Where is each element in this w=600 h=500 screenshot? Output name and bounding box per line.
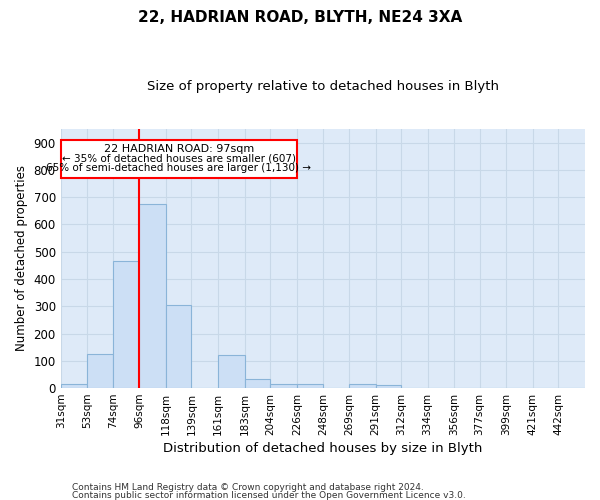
- Bar: [113, 261, 139, 388]
- Title: Size of property relative to detached houses in Blyth: Size of property relative to detached ho…: [147, 80, 499, 93]
- Text: Contains HM Land Registry data © Crown copyright and database right 2024.: Contains HM Land Registry data © Crown c…: [72, 484, 424, 492]
- Bar: [139, 204, 166, 388]
- Bar: [270, 384, 297, 388]
- Bar: [61, 140, 297, 178]
- Text: 22 HADRIAN ROAD: 97sqm: 22 HADRIAN ROAD: 97sqm: [104, 144, 254, 154]
- Bar: [245, 378, 270, 388]
- X-axis label: Distribution of detached houses by size in Blyth: Distribution of detached houses by size …: [163, 442, 482, 455]
- Bar: [88, 354, 113, 388]
- Bar: [349, 384, 376, 388]
- Text: 65% of semi-detached houses are larger (1,130) →: 65% of semi-detached houses are larger (…: [46, 164, 311, 173]
- Text: 22, HADRIAN ROAD, BLYTH, NE24 3XA: 22, HADRIAN ROAD, BLYTH, NE24 3XA: [138, 10, 462, 25]
- Bar: [297, 384, 323, 388]
- Bar: [166, 305, 191, 388]
- Bar: [376, 386, 401, 388]
- Y-axis label: Number of detached properties: Number of detached properties: [15, 166, 28, 352]
- Text: Contains public sector information licensed under the Open Government Licence v3: Contains public sector information licen…: [72, 491, 466, 500]
- Text: ← 35% of detached houses are smaller (607): ← 35% of detached houses are smaller (60…: [62, 154, 296, 164]
- Bar: [218, 356, 245, 388]
- Bar: [61, 384, 88, 388]
